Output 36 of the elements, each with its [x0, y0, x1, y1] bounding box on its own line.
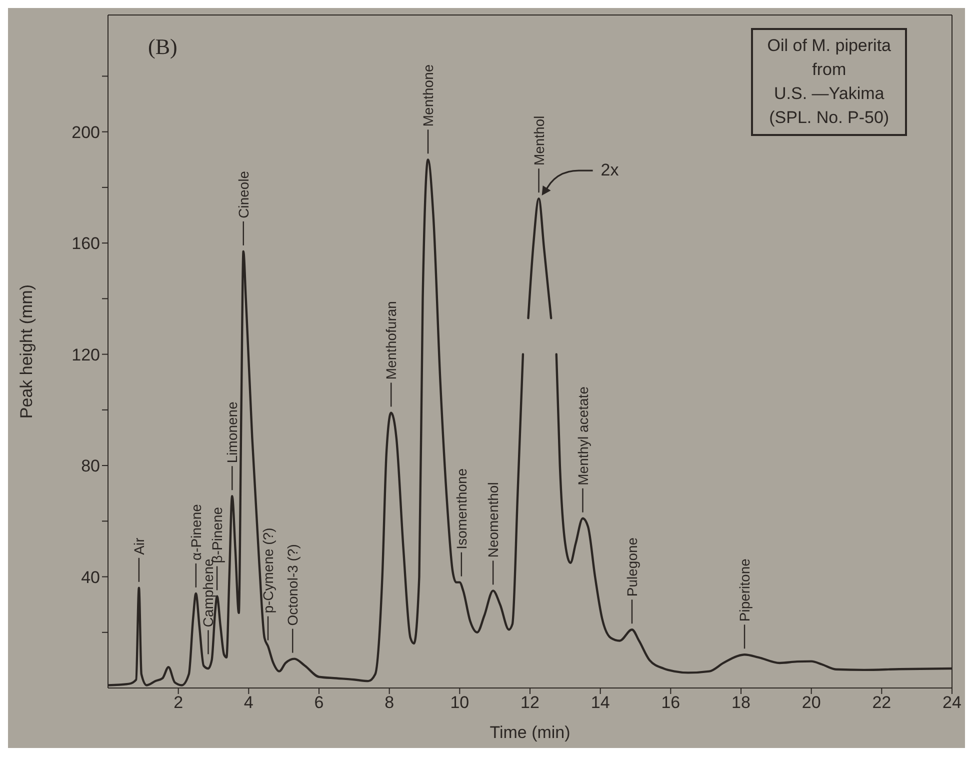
annotation: Limonene: [224, 401, 240, 464]
y-tick-label: 40: [81, 568, 100, 587]
x-axis-title: Time (min): [490, 723, 570, 742]
annotation: p-Cymene (?): [260, 528, 276, 614]
x-tick-label: 24: [942, 693, 962, 712]
annotation: 2x: [600, 160, 620, 180]
x-tick-label: 22: [872, 693, 892, 712]
annotation: Menthyl acetate: [574, 386, 591, 486]
x-tick-label: 10: [450, 693, 470, 712]
annotation: Cineole: [235, 170, 252, 218]
annotation: Isomenthone: [453, 468, 470, 550]
annotation: Air: [130, 537, 147, 555]
y-axis-title: Peak height (mm): [17, 284, 36, 419]
x-tick-label: 14: [590, 693, 610, 712]
text: Oil of M. piperita from U.S. —Yakima (SPL. No. P-50): [767, 35, 891, 129]
x-tick-label: 20: [802, 693, 821, 712]
x-tick-label: 6: [314, 693, 324, 712]
annotation: Menthofuran: [383, 301, 400, 380]
x-tick-label: 2: [174, 693, 184, 712]
y-tick-label: 80: [81, 456, 100, 476]
annotation: Octonol-3 (?): [284, 544, 301, 626]
y-tick-label: 160: [72, 234, 100, 254]
annotation: (B): [148, 34, 178, 60]
annotation: Piperitone: [736, 558, 753, 622]
annotation: α-Pinene: [188, 504, 204, 560]
x-tick-label: 8: [384, 693, 394, 712]
annotation: Neomenthol: [485, 482, 502, 558]
x-tick-label: 18: [732, 693, 750, 712]
annotation: Menthol: [530, 116, 547, 166]
annotation: Pulegone: [624, 537, 640, 597]
y-tick-label: 120: [72, 345, 100, 364]
x-tick-label: 4: [244, 693, 254, 712]
x-tick-label: 16: [661, 693, 680, 712]
annotation: Menthone: [420, 64, 436, 127]
x-tick-label: 12: [520, 693, 540, 712]
y-tick-label: 200: [72, 122, 100, 142]
